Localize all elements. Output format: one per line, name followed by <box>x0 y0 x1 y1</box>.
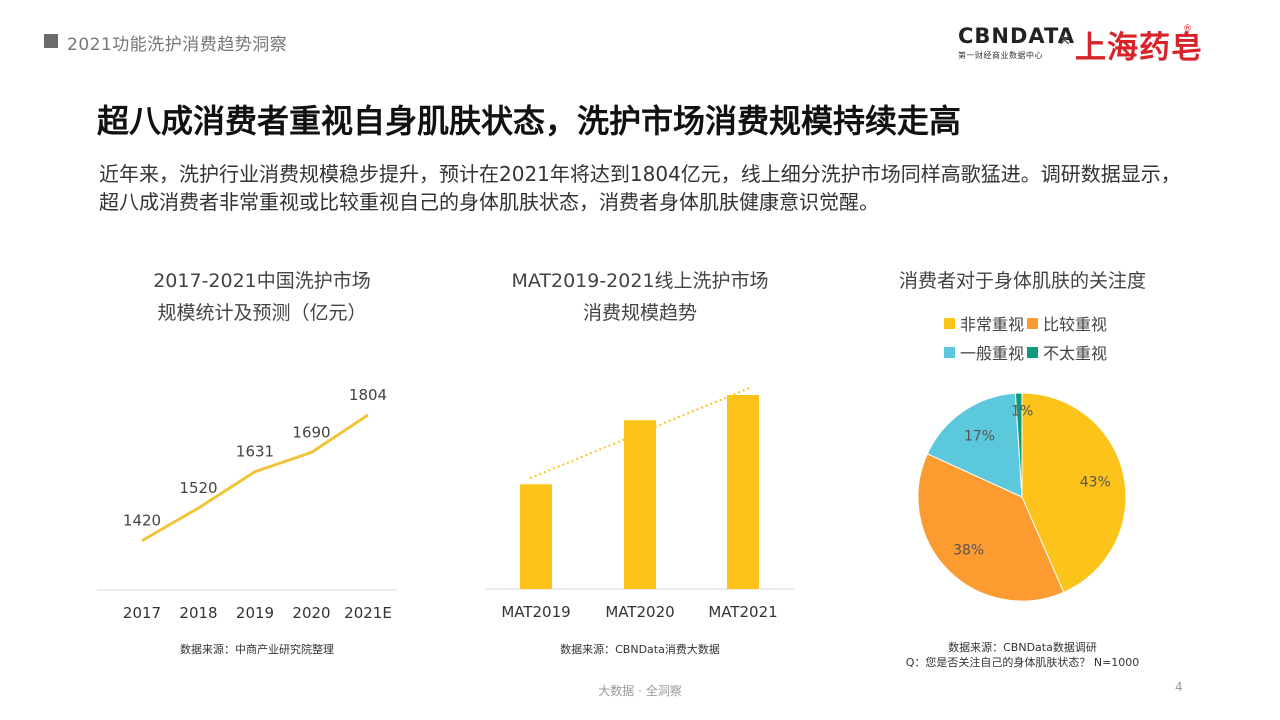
cbndata-logo-subtitle: 第一财经商业数据中心 <box>958 51 1043 60</box>
pie-slice <box>1014 392 1023 498</box>
bar-chart-title: MAT2019-2021线上洗护市场 消费规模趋势 <box>480 265 800 329</box>
pie-chart-source-line1: 数据来源：CBNData数据调研 <box>948 641 1097 654</box>
line-x-tick-label: 2018 <box>179 604 217 622</box>
header-square-icon <box>44 34 58 48</box>
logo-times-sign: × <box>1058 30 1072 49</box>
legend-label-fairly: 比较重视 <box>1043 315 1108 334</box>
description-paragraph: 近年来，洗护行业消费规模稳步提升，预计在2021年将达到1804亿元，线上细分洗… <box>99 162 1181 214</box>
line-data-label: 1420 <box>123 512 161 530</box>
legend-item-very: 非常重视 <box>944 311 1024 335</box>
brand-logo-text: 上海药皂 <box>1075 30 1203 66</box>
legend-swatch-very <box>944 318 955 329</box>
pie-chart-source-line2: Q：您是否关注自己的身体肌肤状态？ N=1000 <box>905 656 1140 669</box>
line-chart-source: 数据来源：中商产业研究院整理 <box>180 643 334 656</box>
line-series <box>141 413 369 543</box>
legend-label-moderate: 一般重视 <box>960 344 1025 363</box>
bar <box>727 395 759 589</box>
line-chart-title: 2017-2021中国洗护市场 规模统计及预测（亿元） <box>97 265 427 329</box>
pie-slice <box>1021 392 1127 593</box>
pie-chart: 43% 38% 17% 1% <box>917 392 1127 602</box>
pie-slice <box>917 453 1065 602</box>
line-data-label: 1690 <box>292 423 330 441</box>
line-x-tick-label: 2019 <box>236 604 274 622</box>
pie-slice-label: 17% <box>964 428 995 444</box>
pie-slice-label: 43% <box>1080 475 1111 491</box>
bar-chart-title-line2: 消费规模趋势 <box>582 302 697 324</box>
line-chart-title-line1: 2017-2021中国洗护市场 <box>153 270 371 292</box>
bar <box>624 420 656 589</box>
line-chart-title-line2: 规模统计及预测（亿元） <box>157 302 367 324</box>
legend-item-fairly: 比较重视 <box>1027 311 1107 335</box>
bar-x-tick-label: MAT2019 <box>501 603 570 621</box>
legend-label-little: 不太重视 <box>1043 344 1108 363</box>
report-title: 2021功能洗护消费趋势洞察 <box>67 35 288 55</box>
pie-slice-label: 38% <box>953 543 984 559</box>
registered-mark: ® <box>1183 24 1192 34</box>
pie-chart-source: 数据来源：CBNData数据调研 Q：您是否关注自己的身体肌肤状态？ N=100… <box>870 640 1175 670</box>
cbndata-logo-text: CBNDATA <box>958 24 1075 48</box>
bar-chart: MAT2019 MAT2020 MAT2021 <box>485 386 794 621</box>
legend-item-little: 不太重视 <box>1027 340 1107 364</box>
bar <box>520 484 552 589</box>
line-data-label: 1631 <box>236 443 274 461</box>
pie-chart-title: 消费者对于身体肌肤的关注度 <box>898 270 1146 292</box>
bar-chart-source: 数据来源：CBNData消费大数据 <box>560 643 720 656</box>
line-x-tick-label: 2021E <box>344 604 392 622</box>
line-x-tick-label: 2017 <box>123 604 161 622</box>
pie-slice-label: 1% <box>1011 404 1033 420</box>
bar-x-tick-label: MAT2021 <box>708 603 777 621</box>
legend-swatch-moderate <box>944 347 955 358</box>
line-data-label: 1520 <box>179 479 217 497</box>
pie-slice <box>926 392 1023 498</box>
bar-trendline <box>529 386 753 480</box>
page-number: 4 <box>1175 680 1183 694</box>
page-title: 超八成消费者重视自身肌肤状态，洗护市场消费规模持续走高 <box>97 102 962 140</box>
bar-chart-title-line1: MAT2019-2021线上洗护市场 <box>511 270 769 292</box>
bar-x-tick-label: MAT2020 <box>605 603 674 621</box>
legend-label-very: 非常重视 <box>960 315 1025 334</box>
footer-slogan: 大数据 · 全洞察 <box>598 684 682 698</box>
legend-swatch-little <box>1027 347 1038 358</box>
line-x-tick-label: 2020 <box>292 604 330 622</box>
line-data-label: 1804 <box>349 386 387 404</box>
logo: CBNDATA 第一财经商业数据中心 × 上海药皂 ® <box>958 24 1202 66</box>
legend-swatch-fairly <box>1027 318 1038 329</box>
legend-item-moderate: 一般重视 <box>944 340 1024 364</box>
line-chart: 1420 2017 1520 2018 1631 2019 1690 2020 1804 2021… <box>97 386 397 622</box>
